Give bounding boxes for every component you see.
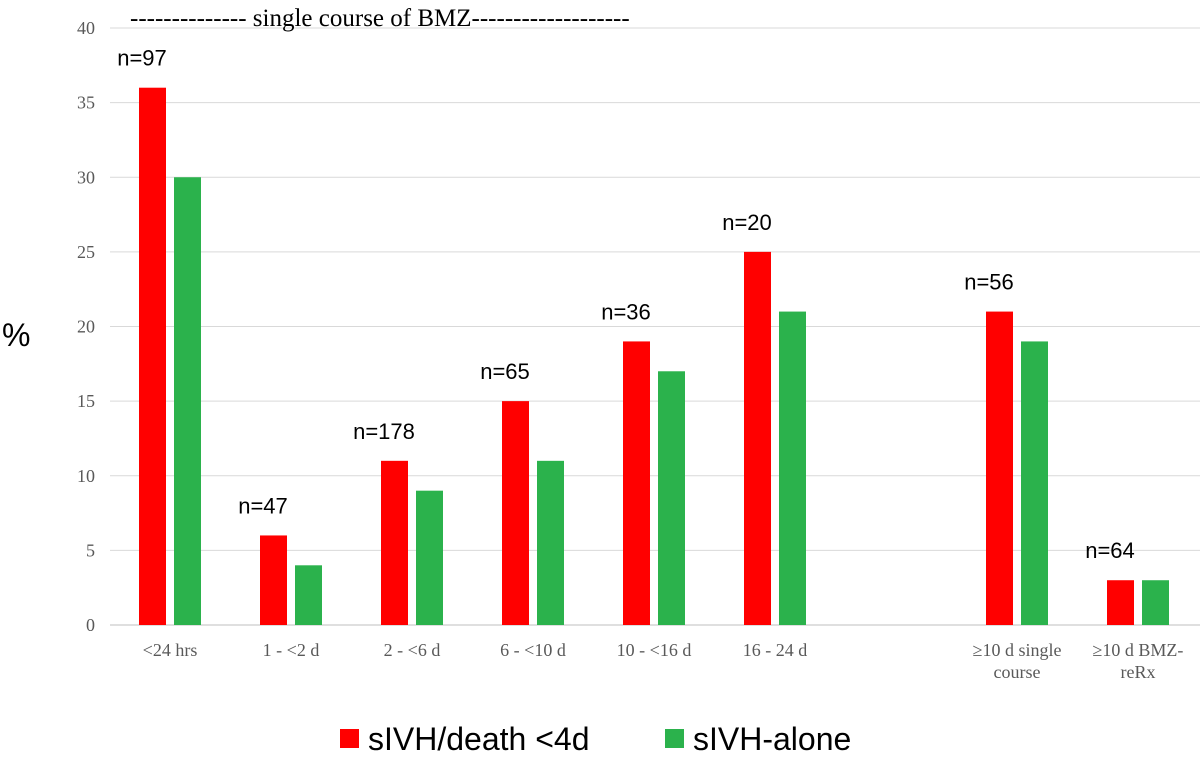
x-tick-label: ≥10 d single xyxy=(973,640,1062,660)
x-tick-label: 2 - <6 d xyxy=(384,640,441,660)
y-tick-label: 20 xyxy=(77,317,95,337)
x-tick-label: reRx xyxy=(1121,662,1156,682)
y-tick-label: 35 xyxy=(77,93,95,113)
legend-label: sIVH-alone xyxy=(693,721,851,757)
bar-sivh-death xyxy=(260,535,287,625)
bar-sivh-death xyxy=(986,311,1013,625)
x-tick-label: 6 - <10 d xyxy=(500,640,566,660)
y-tick-label: 40 xyxy=(77,18,95,38)
bar-sivh-death xyxy=(502,401,529,625)
bar-sivh-death xyxy=(381,460,408,625)
n-label: n=36 xyxy=(601,299,651,324)
legend-swatch xyxy=(665,729,684,748)
bar-sivh-alone xyxy=(1142,580,1169,625)
chart-title: -------------- single course of BMZ-----… xyxy=(130,5,630,32)
y-tick-label: 5 xyxy=(86,540,95,560)
x-tick-label: ≥10 d BMZ- xyxy=(1093,640,1184,660)
legend-swatch xyxy=(340,729,359,748)
bar-sivh-death xyxy=(1107,580,1134,625)
bar-sivh-alone xyxy=(658,371,685,625)
y-tick-label: 15 xyxy=(77,391,95,411)
x-tick-label: 1 - <2 d xyxy=(263,640,320,660)
n-label: n=178 xyxy=(353,419,415,444)
y-axis-label: % xyxy=(2,317,30,353)
x-tick-label: <24 hrs xyxy=(143,640,198,660)
x-tick-label: 16 - 24 d xyxy=(743,640,808,660)
x-tick-label: 10 - <16 d xyxy=(617,640,692,660)
bar-sivh-alone xyxy=(779,311,806,625)
bar-sivh-alone xyxy=(416,490,443,625)
n-label: n=20 xyxy=(722,210,772,235)
x-tick-label: course xyxy=(994,662,1041,682)
bar-sivh-alone xyxy=(537,460,564,625)
n-label: n=56 xyxy=(964,270,1014,295)
bar-sivh-death xyxy=(744,251,771,625)
bar-sivh-alone xyxy=(295,565,322,625)
bar-sivh-alone xyxy=(1021,341,1048,625)
y-tick-label: 10 xyxy=(77,466,95,486)
y-tick-label: 0 xyxy=(86,615,95,635)
n-label: n=47 xyxy=(238,493,288,518)
y-tick-label: 25 xyxy=(77,242,95,262)
legend-label: sIVH/death <4d xyxy=(368,721,589,757)
n-label: n=65 xyxy=(480,359,530,384)
bar-sivh-death xyxy=(623,341,650,625)
n-label: n=64 xyxy=(1085,538,1135,563)
n-label: n=97 xyxy=(117,46,167,71)
bar-sivh-death xyxy=(139,87,166,625)
bar-sivh-alone xyxy=(174,177,201,625)
y-tick-label: 30 xyxy=(77,167,95,187)
